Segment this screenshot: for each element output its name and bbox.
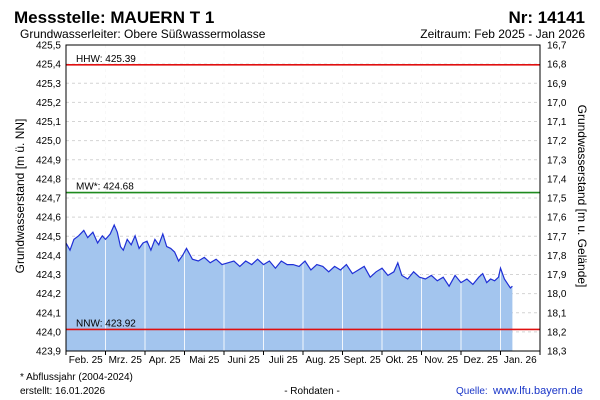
- x-tick-label: Nov. 25: [424, 355, 458, 366]
- station-number: Nr: 14141: [508, 8, 585, 27]
- y2-tick-label: 16,8: [547, 60, 567, 71]
- footnote-abflussjahr: * Abflussjahr (2004-2024): [20, 372, 133, 383]
- y2-tick-label: 17,0: [547, 98, 567, 109]
- y-tick-label: 424,7: [36, 194, 61, 205]
- hhw-label: HHW: 425.39: [76, 54, 136, 65]
- y-tick-label: 425,3: [36, 79, 61, 90]
- y-tick-label: 424,8: [36, 174, 61, 185]
- y2-tick-label: 16,7: [547, 41, 567, 52]
- x-tick-label: Juni 25: [228, 355, 261, 366]
- y2-tick-label: 16,9: [547, 79, 567, 90]
- y-axis-title: Grundwasserstand [m ü. NN]: [13, 119, 27, 274]
- y-tick-label: 424,5: [36, 232, 61, 243]
- x-tick-label: Apr. 25: [149, 355, 181, 366]
- x-tick-label: Dez. 25: [464, 355, 499, 366]
- station-title: Messstelle: MAUERN T 1: [14, 8, 214, 27]
- y2-tick-label: 17,3: [547, 155, 567, 166]
- y2-tick-label: 18,3: [547, 347, 567, 358]
- y2-tick-label: 17,4: [547, 174, 567, 185]
- mw-label: MW*: 424.68: [76, 182, 134, 193]
- x-tick-label: Mrz. 25: [109, 355, 143, 366]
- y-tick-label: 424,9: [36, 155, 61, 166]
- y2-tick-label: 17,8: [547, 251, 567, 262]
- x-tick-label: Jan. 26: [504, 355, 537, 366]
- y2-tick-label: 17,1: [547, 117, 567, 128]
- plot-area: 425,5 16,7 425,4 16,8 425,3 16,9 425,2 17,0 425,…: [36, 41, 567, 367]
- y2-tick-label: 18,0: [547, 289, 567, 300]
- nnw-label: NNW: 423.92: [76, 318, 136, 329]
- y-tick-label: 425,2: [36, 98, 61, 109]
- created-date: erstellt: 16.01.2026: [20, 386, 105, 397]
- y2-tick-label: 17,9: [547, 270, 567, 281]
- y2-axis-title: Grundwasserstand [m u. Gelände]: [575, 105, 589, 288]
- y2-tick-label: 18,1: [547, 308, 567, 319]
- y2-tick-label: 17,6: [547, 213, 567, 224]
- source-link[interactable]: www.lfu.bayern.de: [492, 385, 583, 397]
- x-tick-label: Okt. 25: [386, 355, 419, 366]
- y-tick-label: 425,0: [36, 136, 61, 147]
- y2-tick-label: 17,7: [547, 232, 567, 243]
- y-tick-label: 424,2: [36, 289, 61, 300]
- rawdata-note: - Rohdaten -: [284, 386, 340, 397]
- y-tick-label: 424,4: [36, 251, 61, 262]
- y-tick-label: 425,4: [36, 60, 61, 71]
- y2-tick-label: 18,2: [547, 327, 567, 338]
- x-tick-label: Juli 25: [269, 355, 298, 366]
- y-tick-label: 424,3: [36, 270, 61, 281]
- water-level-line: [65, 223, 513, 289]
- y-tick-label: 424,1: [36, 308, 61, 319]
- y-tick-label: 423,9: [36, 347, 61, 358]
- x-tick-label: Mai 25: [189, 355, 219, 366]
- y-tick-label: 425,1: [36, 117, 61, 128]
- period-label: Zeitraum: Feb 2025 - Jan 2026: [420, 27, 585, 41]
- y2-tick-label: 17,2: [547, 136, 567, 147]
- x-tick-label: Feb. 25: [69, 355, 103, 366]
- y-tick-label: 425,5: [36, 41, 61, 52]
- y-tick-label: 424,6: [36, 213, 61, 224]
- aquifer-label: Grundwasserleiter: Obere Süßwassermolass…: [20, 27, 266, 41]
- y-tick-label: 424,0: [36, 327, 61, 338]
- x-tick-label: Aug. 25: [306, 355, 341, 366]
- y2-tick-label: 17,5: [547, 194, 567, 205]
- x-tick-label: Sept. 25: [344, 355, 382, 366]
- source-label: Quelle:: [456, 386, 488, 397]
- water-level-area: [66, 225, 513, 351]
